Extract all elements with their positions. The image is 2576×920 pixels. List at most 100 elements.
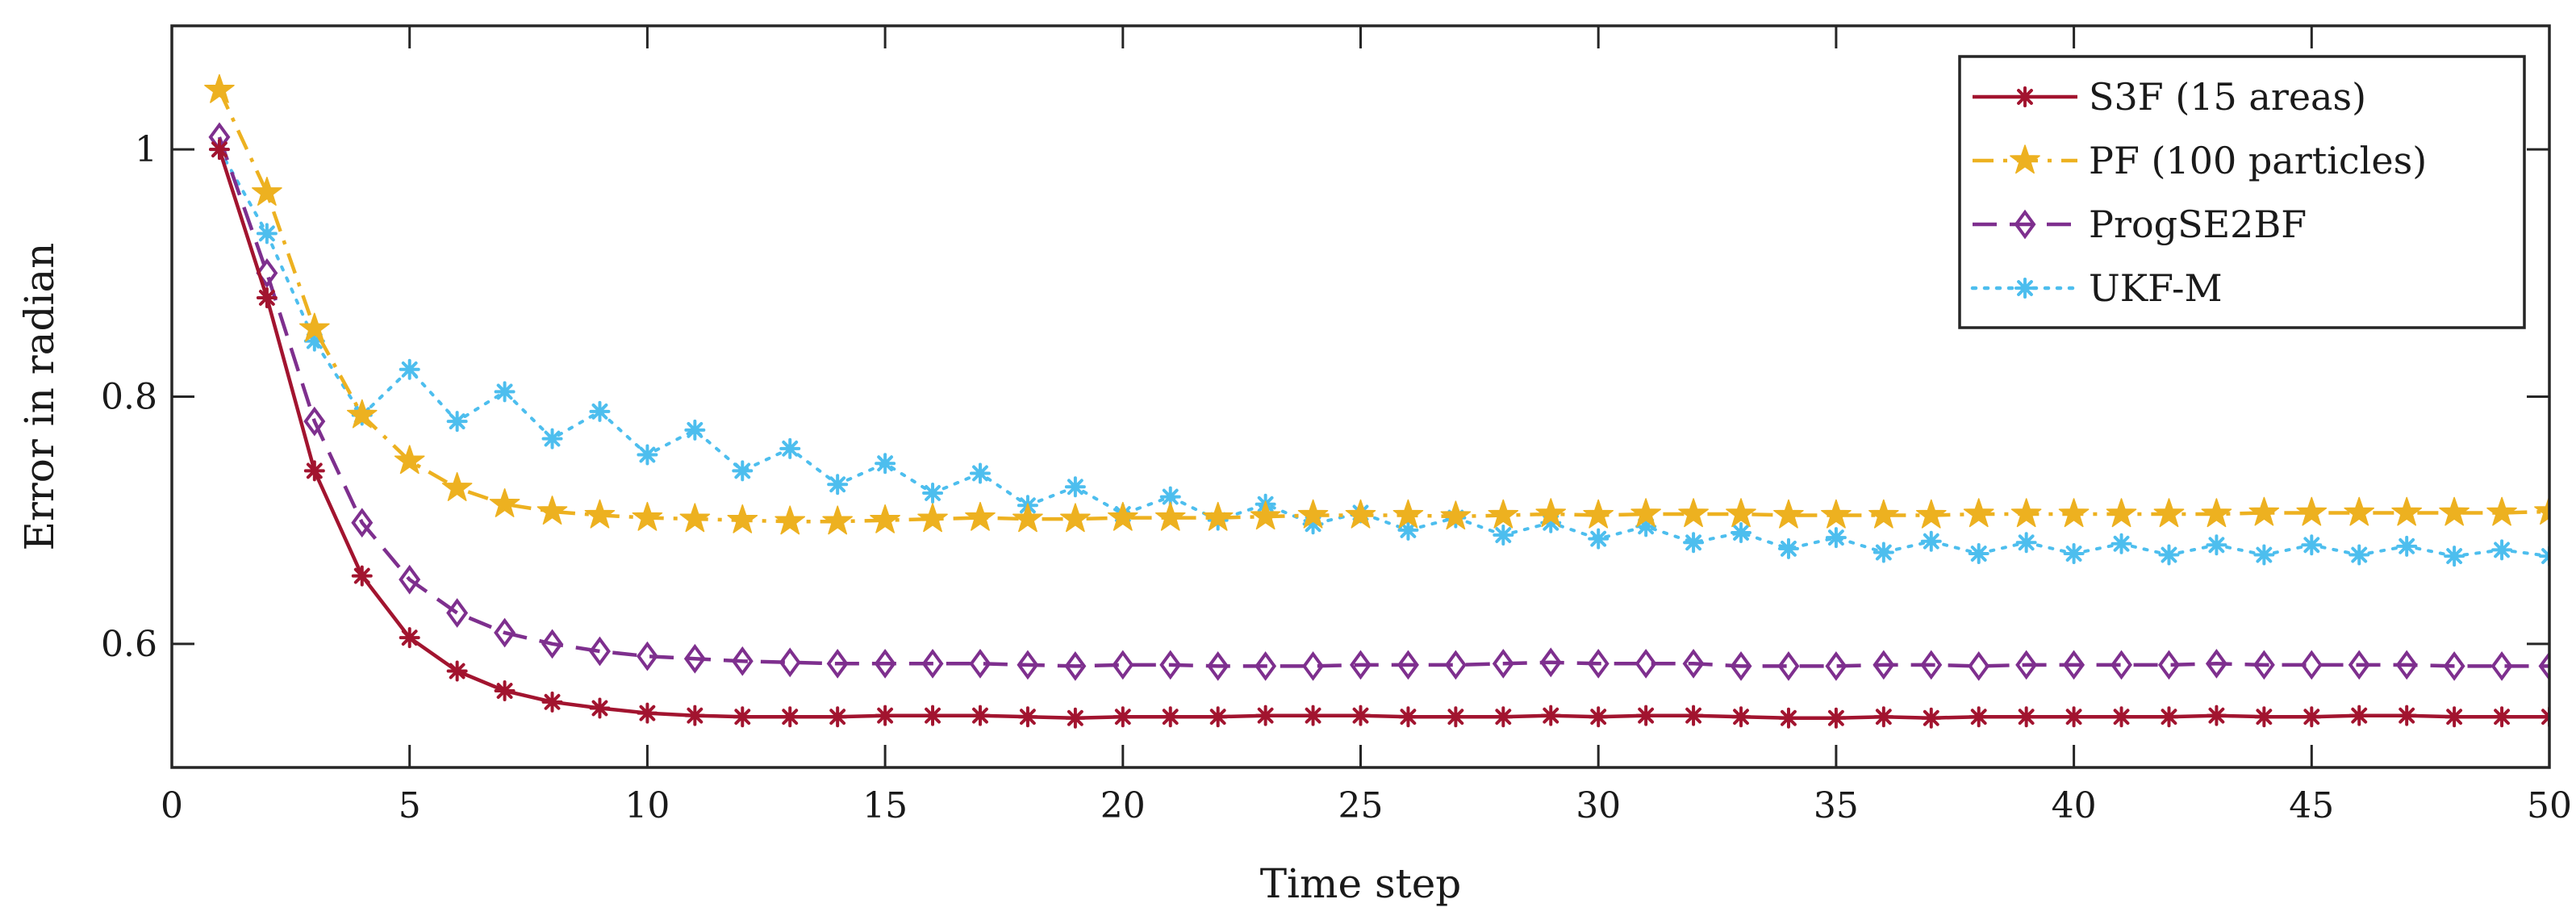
data-point xyxy=(1825,707,1847,729)
data-point xyxy=(256,223,278,245)
data-point xyxy=(1683,532,1705,554)
data-point xyxy=(2443,651,2465,681)
data-point xyxy=(1588,706,1609,728)
data-point xyxy=(1250,500,1281,530)
data-point xyxy=(870,504,900,533)
data-point xyxy=(584,499,616,529)
data-point xyxy=(1821,499,1852,529)
data-point xyxy=(874,648,896,679)
data-point xyxy=(1777,537,1799,559)
legend-marker xyxy=(2014,278,2035,299)
data-point xyxy=(965,501,996,531)
data-point xyxy=(1873,650,1895,680)
data-point xyxy=(1345,499,1376,529)
data-point xyxy=(2253,544,2275,566)
data-point xyxy=(1535,498,1567,528)
data-point xyxy=(969,705,991,726)
data-point xyxy=(779,437,801,459)
legend: S3F (15 areas) PF (100 particles) ProgSE2B… xyxy=(1958,55,2526,329)
data-point xyxy=(1207,651,1230,681)
data-point xyxy=(2490,651,2513,681)
data-point xyxy=(2158,706,2180,728)
data-point xyxy=(1012,503,1043,533)
legend-entry: UKF-M xyxy=(1970,266,2223,310)
data-point xyxy=(2015,706,2037,728)
data-point xyxy=(2063,650,2085,680)
data-point xyxy=(1682,648,1705,679)
data-point xyxy=(1678,498,1709,528)
data-point xyxy=(252,177,282,206)
x-tick-label: 40 xyxy=(2052,785,2097,826)
data-point xyxy=(489,488,520,517)
data-point xyxy=(303,460,325,482)
legend-label: S3F (15 areas) xyxy=(2089,75,2366,119)
data-point xyxy=(922,482,944,504)
data-point xyxy=(826,648,849,679)
data-point xyxy=(1159,650,1182,680)
data-point xyxy=(1726,498,1756,528)
data-point xyxy=(2348,650,2370,680)
data-point xyxy=(1730,651,1752,681)
data-point xyxy=(684,419,706,441)
data-point xyxy=(303,330,325,352)
legend-box xyxy=(1958,55,2526,329)
data-point xyxy=(779,647,801,678)
data-point xyxy=(1064,476,1086,498)
data-point xyxy=(2201,498,2232,528)
data-point xyxy=(1539,647,1562,678)
legend-marker xyxy=(2014,86,2035,107)
data-point xyxy=(1915,499,1947,529)
legend-entry: S3F (15 areas) xyxy=(1973,75,2366,119)
data-point xyxy=(922,705,944,726)
data-point xyxy=(2486,496,2517,526)
data-point xyxy=(2206,534,2227,556)
data-point xyxy=(1873,542,1894,563)
data-point xyxy=(256,257,278,288)
data-point xyxy=(636,641,658,671)
data-point xyxy=(399,564,421,595)
data-point xyxy=(684,705,706,726)
data-point xyxy=(1773,499,1804,529)
data-point xyxy=(1873,706,1894,728)
data-point xyxy=(541,691,563,713)
data-point xyxy=(536,496,568,525)
data-point xyxy=(679,503,711,533)
data-point xyxy=(2110,533,2132,554)
data-point xyxy=(1635,705,1657,726)
data-point xyxy=(1731,521,1752,543)
data-point xyxy=(346,399,378,429)
y-axis-label: Error in radian xyxy=(16,242,63,550)
data-point xyxy=(1445,706,1467,728)
series-1 xyxy=(204,73,2549,535)
data-point xyxy=(1588,528,1609,550)
data-point xyxy=(1963,498,1994,528)
data-point xyxy=(2491,706,2513,728)
data-point xyxy=(446,660,468,682)
data-point xyxy=(827,474,849,496)
data-point xyxy=(399,627,420,649)
data-point xyxy=(2157,650,2180,680)
data-point xyxy=(1397,650,1419,680)
data-point xyxy=(1540,512,1562,533)
data-point xyxy=(2153,498,2185,528)
data-point xyxy=(827,706,849,728)
data-point xyxy=(1392,499,1424,529)
data-point xyxy=(1159,706,1181,728)
data-point xyxy=(399,358,420,380)
data-point xyxy=(2301,706,2323,728)
data-point xyxy=(2296,496,2328,526)
data-point xyxy=(1444,650,1467,680)
legend-label: ProgSE2BF xyxy=(2089,203,2307,246)
data-point xyxy=(921,648,944,679)
data-point xyxy=(1302,513,1324,535)
data-point xyxy=(441,472,473,501)
data-point xyxy=(2106,498,2137,528)
data-point xyxy=(2110,650,2133,680)
data-point xyxy=(1064,707,1086,729)
data-point xyxy=(1493,706,1514,728)
data-point xyxy=(2444,546,2465,567)
data-point xyxy=(1350,650,1372,680)
data-point xyxy=(1968,706,1989,728)
data-point xyxy=(394,445,425,475)
